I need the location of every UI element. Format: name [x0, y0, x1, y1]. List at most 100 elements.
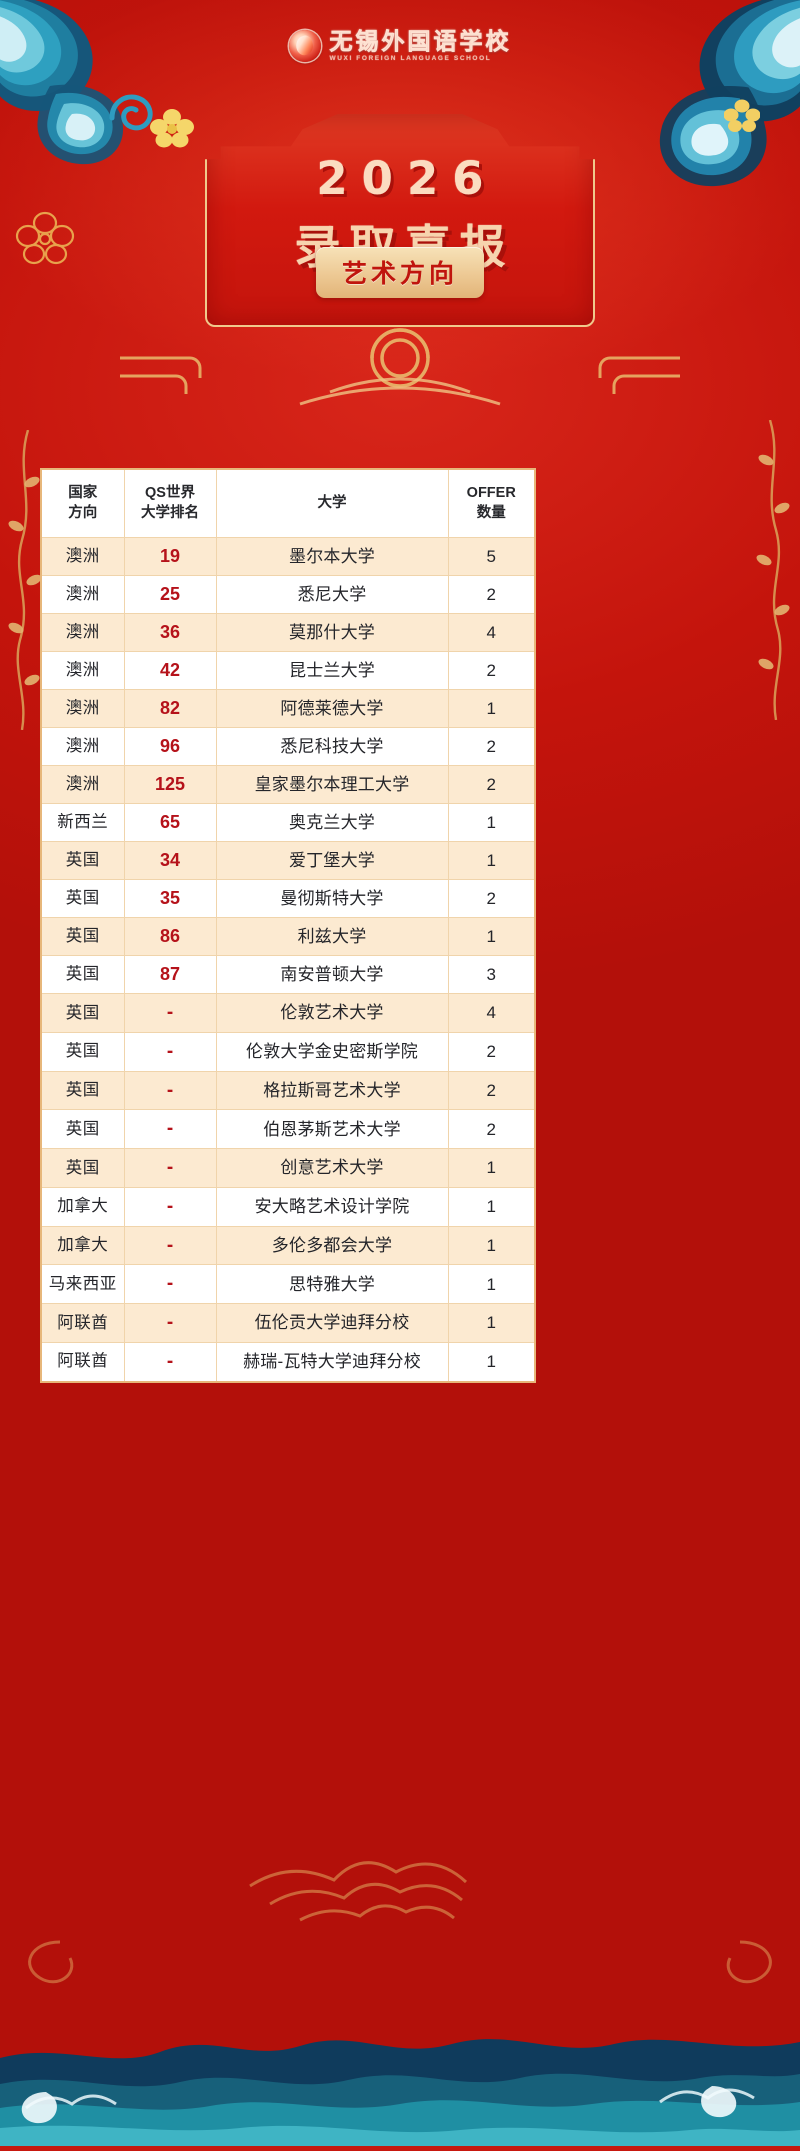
cell-university: 莫那什大学	[216, 613, 449, 652]
table-header-row: 国家 方向 QS世界 大学排名 大学 OFFER 数量	[42, 470, 534, 538]
cell-country: 英国	[42, 1109, 125, 1149]
cell-qs-rank: 65	[124, 803, 217, 842]
column-header-offers-line2: 数量	[476, 504, 506, 521]
cell-country: 加拿大	[42, 1186, 125, 1227]
table-row: 阿联酋 - 伍伦贡大学迪拜分校 1	[42, 1303, 534, 1343]
cell-qs-rank: 19	[124, 537, 217, 576]
cell-qs-rank: 125	[124, 765, 217, 804]
column-header-country-line1: 国家	[68, 485, 98, 501]
column-header-offers-line1: OFFER	[466, 485, 516, 501]
cell-offers: 4	[448, 613, 534, 652]
column-header-university-line1: 大学	[317, 494, 347, 511]
column-header-qs-rank-line2: 大学排名	[141, 504, 199, 521]
cell-country: 阿联酋	[42, 1303, 125, 1343]
cell-country: 加拿大	[42, 1225, 125, 1265]
table-header: 国家 方向 QS世界 大学排名 大学 OFFER 数量	[42, 470, 534, 538]
cell-university: 悉尼科技大学	[216, 727, 449, 766]
top-left-swirl-icon	[106, 88, 162, 144]
gold-arc-decoration-icon	[0, 300, 800, 420]
cell-university: 悉尼大学	[216, 575, 449, 614]
cell-university: 安大略艺术设计学院	[216, 1186, 449, 1227]
table-row: 英国 - 伦敦大学金史密斯学院 2	[42, 1031, 534, 1072]
table-row: 澳洲 25 悉尼大学 2	[42, 575, 534, 614]
flame-emblem-icon	[288, 30, 321, 63]
table-row: 马来西亚 - 思特雅大学 1	[42, 1264, 534, 1304]
right-vine-ornament-icon	[756, 419, 790, 725]
school-name-en: WUXI FOREIGN LANGUAGE SCHOOL	[329, 55, 492, 62]
cell-university: 南安普顿大学	[216, 955, 449, 994]
cell-qs-rank: 86	[124, 917, 217, 956]
column-header-country-line2: 方向	[68, 504, 98, 521]
cell-offers: 2	[448, 575, 534, 614]
table-row: 英国 86 利兹大学 1	[42, 917, 534, 956]
school-name-cn: 无锡外国语学校	[329, 28, 512, 54]
cell-university: 伦敦艺术大学	[216, 993, 449, 1033]
column-header-university: 大学	[216, 470, 449, 538]
cell-university: 皇家墨尔本理工大学	[216, 765, 449, 804]
cell-offers: 1	[448, 1186, 534, 1227]
cell-country: 英国	[42, 1070, 125, 1110]
table-row: 英国 - 格拉斯哥艺术大学 2	[42, 1070, 534, 1110]
cell-qs-rank: 96	[124, 727, 217, 766]
cell-offers: 2	[448, 879, 534, 918]
cell-university: 利兹大学	[216, 917, 449, 956]
offers-table-container: 国家 方向 QS世界 大学排名 大学 OFFER 数量 澳洲 19 墨尔本大学 5 澳洲…	[40, 468, 536, 1383]
cell-country: 英国	[42, 879, 125, 918]
table-row: 澳洲 125 皇家墨尔本理工大学 2	[42, 765, 534, 804]
cell-offers: 1	[448, 803, 534, 842]
table-row: 澳洲 36 莫那什大学 4	[42, 613, 534, 652]
cell-qs-rank: 42	[124, 651, 217, 690]
table-row: 英国 - 创意艺术大学 1	[42, 1148, 534, 1188]
table-row: 英国 87 南安普顿大学 3	[42, 955, 534, 994]
cell-offers: 2	[448, 727, 534, 766]
cell-qs-rank: -	[124, 1186, 217, 1227]
cell-country: 阿联酋	[42, 1341, 125, 1381]
title-year: 2026	[316, 152, 498, 205]
cell-university: 阿德莱德大学	[216, 689, 449, 728]
cell-country: 澳洲	[42, 575, 125, 614]
cell-university: 格拉斯哥艺术大学	[216, 1070, 449, 1110]
cell-qs-rank: 36	[124, 613, 217, 652]
cell-country: 澳洲	[42, 537, 125, 576]
table-row: 澳洲 82 阿德莱德大学 1	[42, 689, 534, 728]
cell-country: 英国	[42, 993, 125, 1033]
cell-qs-rank: 25	[124, 575, 217, 614]
cell-offers: 1	[448, 1264, 534, 1304]
table-body: 澳洲 19 墨尔本大学 5 澳洲 25 悉尼大学 2 澳洲 36 莫那什大学 4 澳洲 42 昆士兰大学 2 澳…	[42, 537, 534, 1381]
table-row: 英国 34 爱丁堡大学 1	[42, 841, 534, 880]
cell-country: 马来西亚	[42, 1264, 125, 1304]
bottom-mountain-decoration-icon	[0, 1846, 800, 2146]
cell-offers: 2	[448, 651, 534, 690]
top-left-cloud-icon	[0, 0, 200, 179]
cell-qs-rank: 82	[124, 689, 217, 728]
cell-country: 澳洲	[42, 651, 125, 690]
cell-university: 墨尔本大学	[216, 537, 449, 576]
cell-qs-rank: 87	[124, 955, 217, 994]
plum-blossom-small-icon	[724, 98, 760, 132]
cell-offers: 2	[448, 1109, 534, 1149]
table-row: 英国 35 曼彻斯特大学 2	[42, 879, 534, 918]
table-row: 新西兰 65 奥克兰大学 1	[42, 803, 534, 842]
cell-qs-rank: -	[124, 993, 217, 1033]
column-header-qs-rank: QS世界 大学排名	[124, 470, 217, 538]
cell-offers: 1	[448, 1303, 534, 1343]
cell-offers: 5	[448, 537, 534, 576]
cell-offers: 1	[448, 917, 534, 956]
plum-blossom-icon	[150, 108, 194, 148]
subtitle-badge-label: 艺术方向	[341, 260, 459, 288]
cell-qs-rank: -	[124, 1109, 217, 1149]
cell-qs-rank: -	[124, 1225, 217, 1265]
cell-qs-rank: -	[124, 1341, 217, 1381]
cell-country: 澳洲	[42, 689, 125, 728]
offers-table: 国家 方向 QS世界 大学排名 大学 OFFER 数量 澳洲 19 墨尔本大学 5 澳洲…	[42, 470, 534, 1381]
column-header-country: 国家 方向	[42, 470, 125, 538]
cell-offers: 1	[448, 689, 534, 728]
cell-qs-rank: -	[124, 1031, 217, 1072]
cell-country: 英国	[42, 841, 125, 880]
cell-offers: 1	[448, 1148, 534, 1188]
cell-offers: 1	[448, 841, 534, 880]
cell-university: 曼彻斯特大学	[216, 879, 449, 918]
cell-country: 澳洲	[42, 727, 125, 766]
cell-offers: 2	[448, 1070, 534, 1110]
table-row: 澳洲 96 悉尼科技大学 2	[42, 727, 534, 766]
